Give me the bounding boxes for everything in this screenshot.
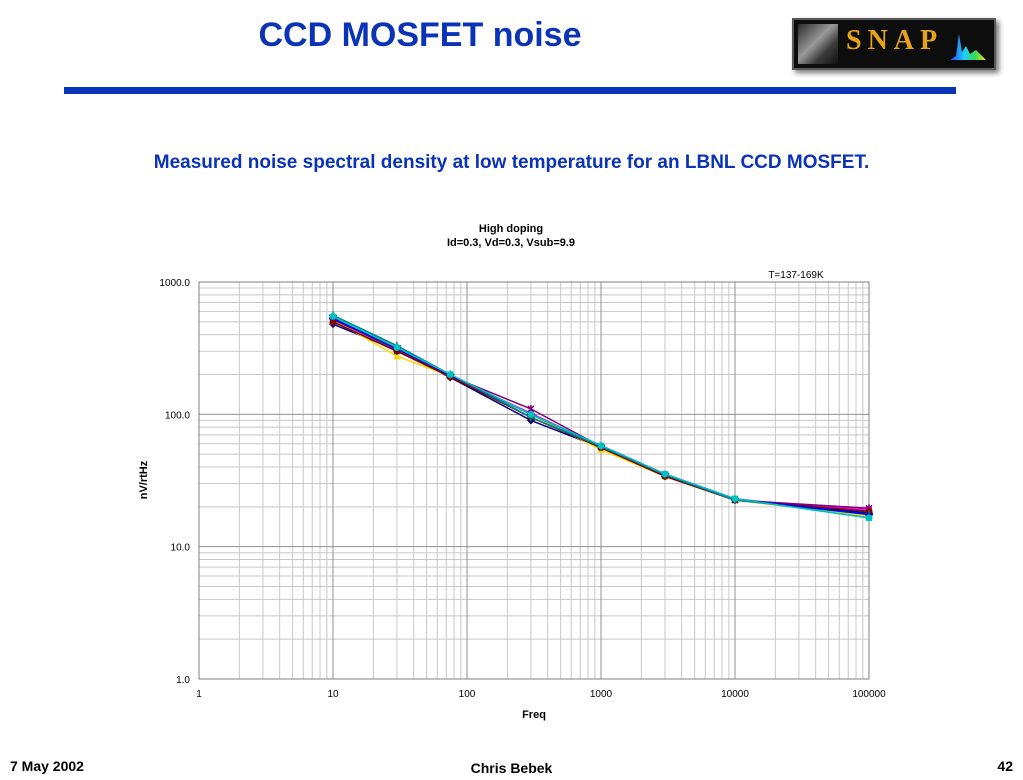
- snap-logo: SNAP: [792, 18, 996, 70]
- chart-title: High doping: [479, 223, 543, 235]
- x-tick-label: 100000: [852, 689, 886, 700]
- data-point: [661, 470, 669, 478]
- chart-annotation: T=137-169K: [768, 270, 824, 281]
- title-divider: [64, 87, 956, 94]
- x-tick-label: 1: [196, 689, 202, 700]
- data-point: [393, 343, 401, 351]
- y-tick-label: 10.0: [171, 543, 191, 554]
- footer-date: 7 May 2002: [10, 758, 84, 774]
- data-point: [329, 312, 337, 320]
- plot-area: [198, 281, 870, 680]
- footer-author: Chris Bebek: [470, 760, 553, 776]
- data-point: [527, 410, 535, 418]
- chart-subtitle: Id=0.3, Vd=0.3, Vsub=9.9: [447, 237, 575, 249]
- spectrum-icon: [950, 34, 986, 60]
- logo-text: SNAP: [846, 25, 944, 56]
- data-point: [392, 352, 401, 360]
- y-axis-label: nV/rtHz: [138, 460, 150, 499]
- y-tick-label: 100.0: [165, 410, 190, 421]
- slide-title: CCD MOSFET noise: [258, 16, 582, 54]
- y-tick-label: 1.0: [176, 675, 190, 686]
- logo-telescope-image: [798, 24, 838, 64]
- series-line: [332, 314, 870, 516]
- slide-subtitle: Measured noise spectral density at low t…: [153, 152, 870, 173]
- series-line: [332, 315, 870, 519]
- x-tick-label: 10000: [721, 689, 749, 700]
- data-point: [731, 495, 739, 503]
- x-axis-label: Freq: [522, 709, 546, 721]
- x-tick-label: 10: [327, 689, 339, 700]
- noise-chart: High doping Id=0.3, Vd=0.3, Vsub=9.9 T=1…: [138, 223, 886, 721]
- data-point: [597, 442, 605, 450]
- series-9: [329, 312, 873, 522]
- x-tick-label: 1000: [590, 689, 613, 700]
- data-point: [446, 370, 454, 378]
- plot-grid: [198, 281, 870, 680]
- data-series: [329, 311, 873, 522]
- x-tick-label: 100: [459, 689, 476, 700]
- axis-ticks: 1 10 100 1000 10000 100000 1.0 10.0 100.0 1000.0: [159, 278, 886, 700]
- y-tick-label: 1000.0: [159, 278, 190, 289]
- data-point: [865, 514, 873, 522]
- page-number: 42: [997, 758, 1013, 774]
